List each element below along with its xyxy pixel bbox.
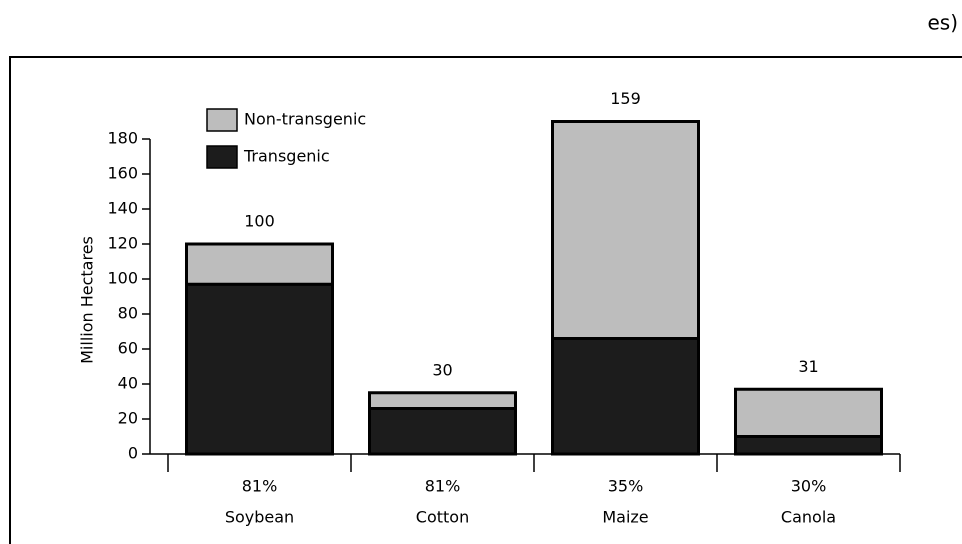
legend-swatch (206, 145, 238, 169)
y-tick-label: 180 (107, 129, 138, 148)
y-tick-label: 20 (118, 409, 138, 428)
bar-top-label: 31 (798, 357, 818, 376)
transgenic-bar (368, 407, 517, 456)
y-tick-label: 40 (118, 374, 138, 393)
legend-label: Non-transgenic (244, 110, 366, 129)
y-tick-label: 160 (107, 164, 138, 183)
y-tick-label: 120 (107, 234, 138, 253)
y-tick-label: 100 (107, 269, 138, 288)
bar-top-label: 159 (610, 89, 641, 108)
y-tick-label: 80 (118, 304, 138, 323)
legend-swatch (206, 108, 238, 132)
legend-label: Transgenic (243, 147, 330, 166)
non-transgenic-bar (368, 391, 517, 410)
share-label: 30% (791, 477, 827, 496)
frame (9, 56, 962, 544)
share-label: 81% (425, 477, 461, 496)
bar-top-label: 30 (432, 360, 452, 379)
transgenic-bar (734, 435, 883, 456)
non-transgenic-bar (185, 242, 334, 286)
transgenic-bar (551, 337, 700, 456)
x-tick-label: Canola (781, 508, 836, 527)
y-tick-label: 140 (107, 199, 138, 218)
y-tick-label: 0 (128, 444, 138, 463)
header-fragment: es) (927, 11, 958, 35)
non-transgenic-bar (551, 120, 700, 340)
non-transgenic-bar (734, 387, 883, 438)
transgenic-bar (185, 282, 334, 456)
bar-top-label: 100 (244, 212, 275, 231)
x-tick-label: Soybean (225, 508, 294, 527)
y-axis-label: Million Hectares (78, 236, 97, 364)
share-label: 81% (242, 477, 278, 496)
y-tick-label: 60 (118, 339, 138, 358)
share-label: 35% (608, 477, 644, 496)
x-tick-label: Cotton (416, 508, 469, 527)
x-tick-label: Maize (602, 508, 648, 527)
